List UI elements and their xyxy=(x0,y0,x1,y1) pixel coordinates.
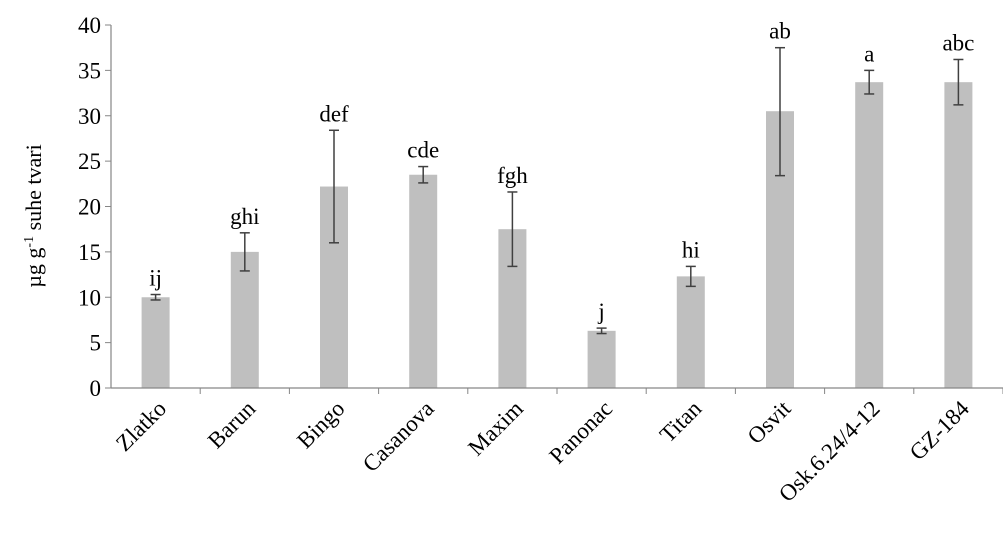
bar xyxy=(409,174,438,388)
significance-letter: j xyxy=(597,299,604,324)
x-category-label: Bingo xyxy=(292,396,349,453)
significance-letter: ghi xyxy=(230,204,259,229)
x-category-label: Barun xyxy=(203,396,261,454)
bar xyxy=(230,251,259,388)
error-bar xyxy=(239,232,250,272)
bars xyxy=(141,82,973,389)
bar xyxy=(587,330,616,388)
significance-letter: ab xyxy=(769,19,791,44)
error-bar xyxy=(418,165,429,184)
y-tick-label: 15 xyxy=(78,240,101,265)
significance-letters: ij ghi def cde fgh j hi ab a abc xyxy=(149,19,974,324)
error-bar xyxy=(596,327,607,335)
significance-letter: hi xyxy=(682,237,700,262)
x-axis-labels: Zlatko Barun Bingo Casanova Maxim Panonac Tita… xyxy=(111,395,974,506)
x-category-label: Panonac xyxy=(544,396,617,469)
bar xyxy=(676,276,705,388)
y-axis-ticks: 0 5 10 15 20 25 30 35 40 xyxy=(78,13,111,401)
error-bar xyxy=(685,265,696,288)
y-tick-label: 40 xyxy=(78,13,101,38)
significance-letter: ij xyxy=(149,266,162,291)
y-tick-label: 30 xyxy=(78,104,101,129)
y-tick-label: 35 xyxy=(78,58,101,83)
error-bar xyxy=(775,46,785,177)
y-tick-label: 0 xyxy=(90,376,102,401)
y-axis-title: µg g-1 suhe tvari xyxy=(21,144,46,288)
error-bar xyxy=(150,293,161,301)
y-tick-label: 10 xyxy=(78,285,101,310)
bar xyxy=(855,82,884,389)
y-axis-title-main: µg g xyxy=(21,248,46,288)
y-tick-label: 25 xyxy=(78,149,101,174)
x-category-label: Zlatko xyxy=(111,396,171,456)
error-bar xyxy=(507,191,518,268)
significance-letter: a xyxy=(864,41,874,66)
axes xyxy=(110,25,1003,394)
x-category-label: GZ-184 xyxy=(905,396,975,466)
x-category-label: Titan xyxy=(655,396,707,448)
x-category-label: Casanova xyxy=(358,396,439,477)
y-tick-label: 20 xyxy=(78,195,101,220)
error-bar xyxy=(329,129,339,244)
significance-letter: def xyxy=(319,101,349,126)
y-axis-title-superscript: -1 xyxy=(22,236,37,248)
x-category-label: Osvit xyxy=(743,395,796,448)
error-bar xyxy=(953,58,964,106)
significance-letter: fgh xyxy=(497,163,528,188)
x-category-label: Maxim xyxy=(463,396,528,461)
bar xyxy=(141,297,170,388)
error-bars xyxy=(150,46,964,335)
y-axis-title-rest: suhe tvari xyxy=(21,144,46,236)
y-tick-label: 5 xyxy=(90,331,102,356)
significance-letter: cde xyxy=(407,138,439,163)
error-bar xyxy=(864,69,875,95)
bar xyxy=(944,82,973,389)
significance-letter: abc xyxy=(942,30,974,55)
